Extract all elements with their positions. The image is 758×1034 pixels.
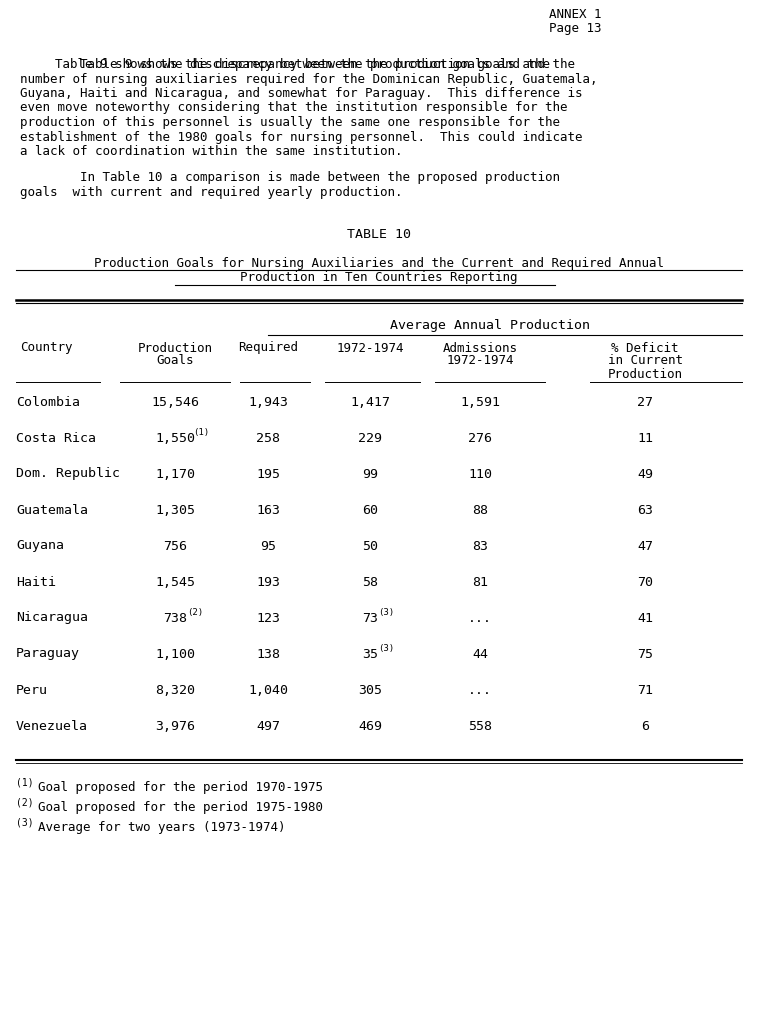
Text: Goal proposed for the period 1975-1980: Goal proposed for the period 1975-1980 [38,800,323,814]
Text: 88: 88 [472,504,488,517]
Text: 95: 95 [260,540,276,552]
Text: Average Annual Production: Average Annual Production [390,320,590,333]
Text: Costa Rica: Costa Rica [16,431,96,445]
Text: (2): (2) [186,608,203,617]
Text: (1): (1) [16,778,33,788]
Text: 27: 27 [637,395,653,408]
Text: 469: 469 [358,720,382,732]
Text: Haiti: Haiti [16,576,56,588]
Text: 60: 60 [362,504,378,517]
Text: 44: 44 [472,647,488,661]
Text: 49: 49 [637,467,653,481]
Text: 71: 71 [637,683,653,697]
Text: in Current: in Current [607,355,682,367]
Text: 163: 163 [256,504,280,517]
Text: 1,591: 1,591 [460,395,500,408]
Text: Table 9 shows the discrepancy between the production goals and the: Table 9 shows the discrepancy between th… [55,58,550,71]
Text: 497: 497 [256,720,280,732]
Text: even move noteworthy considering that the institution responsible for the: even move noteworthy considering that th… [20,101,568,115]
Text: 1,100: 1,100 [155,647,195,661]
Text: 1972-1974: 1972-1974 [446,355,514,367]
Text: goals  with current and required yearly production.: goals with current and required yearly p… [20,186,402,199]
Text: (1): (1) [193,428,209,437]
Text: (3): (3) [378,608,395,617]
Text: 47: 47 [637,540,653,552]
Text: 1,545: 1,545 [155,576,195,588]
Text: 73: 73 [362,611,378,625]
Text: In Table 10 a comparison is made between the proposed production: In Table 10 a comparison is made between… [20,172,560,184]
Text: 1,550: 1,550 [155,431,195,445]
Text: Required: Required [238,341,298,355]
Text: Goals: Goals [156,355,194,367]
Text: 1972-1974: 1972-1974 [337,341,404,355]
Text: 58: 58 [362,576,378,588]
Text: establishment of the 1980 goals for nursing personnel.  This could indicate: establishment of the 1980 goals for nurs… [20,130,582,144]
Text: production of this personnel is usually the same one responsible for the: production of this personnel is usually … [20,116,560,129]
Text: Guyana, Haiti and Nicaragua, and somewhat for Paraguay.  This difference is: Guyana, Haiti and Nicaragua, and somewha… [20,87,582,100]
Text: ...: ... [468,611,492,625]
Text: 305: 305 [358,683,382,697]
Text: Average for two years (1973-1974): Average for two years (1973-1974) [38,821,286,833]
Text: 6: 6 [641,720,649,732]
Text: 63: 63 [637,504,653,517]
Text: 3,976: 3,976 [155,720,195,732]
Text: TABLE 10: TABLE 10 [347,229,411,242]
Text: 75: 75 [637,647,653,661]
Text: 41: 41 [637,611,653,625]
Text: 35: 35 [362,647,378,661]
Text: 110: 110 [468,467,492,481]
Text: 1,170: 1,170 [155,467,195,481]
Text: ANNEX 1: ANNEX 1 [549,8,601,21]
Text: 738: 738 [163,611,187,625]
Text: Production Goals for Nursing Auxiliaries and the Current and Required Annual: Production Goals for Nursing Auxiliaries… [94,256,664,270]
Text: Colombia: Colombia [16,395,80,408]
Text: Dom. Republic: Dom. Republic [16,467,120,481]
Text: Guatemala: Guatemala [16,504,88,517]
Text: 258: 258 [256,431,280,445]
Text: 276: 276 [468,431,492,445]
Text: Nicaragua: Nicaragua [16,611,88,625]
Text: 1,943: 1,943 [248,395,288,408]
Text: Goal proposed for the period 1970-1975: Goal proposed for the period 1970-1975 [38,781,323,793]
Text: ...: ... [468,683,492,697]
Text: 11: 11 [637,431,653,445]
Text: 756: 756 [163,540,187,552]
Text: Page 13: Page 13 [549,22,601,35]
Text: 81: 81 [472,576,488,588]
Text: 15,546: 15,546 [151,395,199,408]
Text: Country: Country [20,341,73,355]
Text: 138: 138 [256,647,280,661]
Text: Paraguay: Paraguay [16,647,80,661]
Text: 70: 70 [637,576,653,588]
Text: 1,305: 1,305 [155,504,195,517]
Text: 558: 558 [468,720,492,732]
Text: 123: 123 [256,611,280,625]
Text: Production: Production [607,367,682,381]
Text: Venezuela: Venezuela [16,720,88,732]
Text: Table 9 shows the discrepancy between the production goals and the: Table 9 shows the discrepancy between th… [20,58,575,71]
Text: a lack of coordination within the same institution.: a lack of coordination within the same i… [20,145,402,158]
Text: % Deficit: % Deficit [611,341,678,355]
Text: Production: Production [137,341,212,355]
Text: number of nursing auxiliaries required for the Dominican Republic, Guatemala,: number of nursing auxiliaries required f… [20,72,597,86]
Text: 83: 83 [472,540,488,552]
Text: (2): (2) [16,797,33,808]
Text: 50: 50 [362,540,378,552]
Text: (3): (3) [16,818,33,827]
Text: 8,320: 8,320 [155,683,195,697]
Text: 1,040: 1,040 [248,683,288,697]
Text: Production in Ten Countries Reporting: Production in Ten Countries Reporting [240,272,518,284]
Text: 229: 229 [358,431,382,445]
Text: Peru: Peru [16,683,48,697]
Text: Guyana: Guyana [16,540,64,552]
Text: 1,417: 1,417 [350,395,390,408]
Text: Admissions: Admissions [443,341,518,355]
Text: 99: 99 [362,467,378,481]
Text: 193: 193 [256,576,280,588]
Text: (3): (3) [378,644,395,653]
Text: 195: 195 [256,467,280,481]
